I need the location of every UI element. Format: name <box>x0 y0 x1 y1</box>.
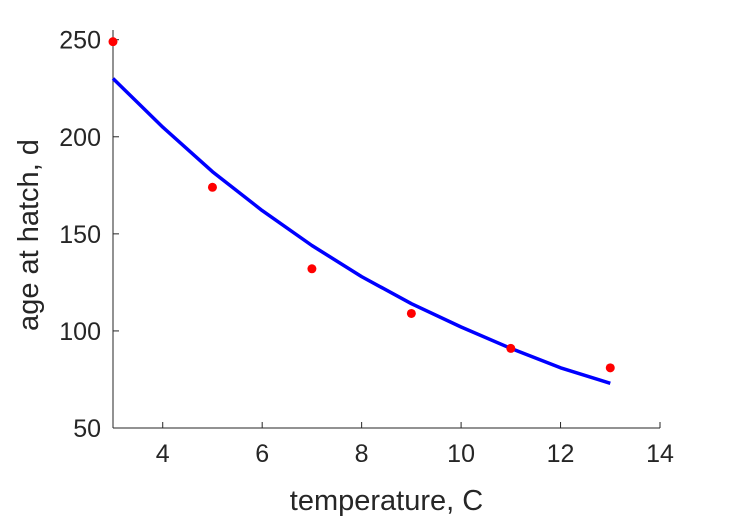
plot-area <box>108 37 615 385</box>
y-axis-ticks: 50 100 150 200 250 <box>59 27 119 443</box>
x-axis-label: temperature, C <box>290 485 483 517</box>
y-tick-label: 250 <box>59 27 101 55</box>
x-axis-ticks: 4 6 8 10 12 14 <box>156 422 674 468</box>
data-point <box>207 182 217 192</box>
x-tick-label: 14 <box>646 440 674 468</box>
data-point <box>605 363 615 373</box>
data-point <box>307 264 317 274</box>
y-tick-label: 50 <box>73 415 101 443</box>
data-point <box>108 37 118 47</box>
x-tick-label: 10 <box>447 440 475 468</box>
axes <box>112 30 660 429</box>
y-tick-label: 200 <box>59 124 101 152</box>
data-point <box>506 343 516 353</box>
y-tick-label: 100 <box>59 318 101 346</box>
y-tick-label: 150 <box>59 221 101 249</box>
x-tick-label: 8 <box>355 440 369 468</box>
x-tick-label: 12 <box>547 440 575 468</box>
y-axis-label: age at hatch, d <box>13 139 45 331</box>
fit-curve <box>111 77 611 385</box>
x-tick-label: 4 <box>156 440 170 468</box>
data-point <box>406 308 416 318</box>
x-tick-label: 6 <box>255 440 269 468</box>
